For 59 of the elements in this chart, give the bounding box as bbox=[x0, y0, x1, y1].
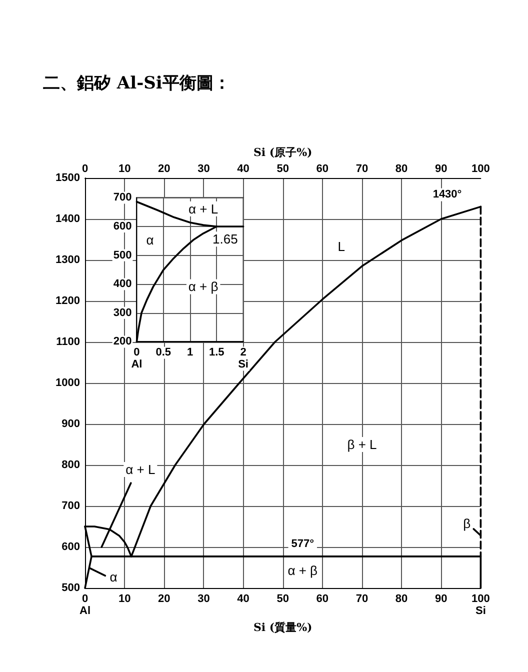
y-tick-label: 1200 bbox=[56, 295, 80, 307]
x-tick-label: 0 Al bbox=[80, 593, 90, 617]
x2-tick-label: 10 bbox=[118, 163, 131, 175]
y-tick-label: 1400 bbox=[56, 213, 80, 225]
x2-tick-label: 90 bbox=[435, 163, 448, 175]
annotation: α + L bbox=[188, 201, 218, 216]
y-tick-label: 1500 bbox=[56, 172, 80, 184]
y-tick-label: 600 bbox=[62, 541, 80, 553]
annotation: β bbox=[463, 516, 471, 532]
y-tick-label: 500 bbox=[62, 582, 80, 594]
x2-tick-label: 80 bbox=[395, 163, 408, 175]
y-tick-label: 400 bbox=[113, 278, 132, 290]
x-tick-label: 1 bbox=[186, 346, 194, 359]
x2-tick-label: 30 bbox=[198, 163, 210, 175]
x-tick-label: 100 Si bbox=[472, 593, 490, 617]
x-tick-label: 70 bbox=[356, 593, 368, 605]
annotation: L bbox=[338, 238, 346, 254]
x-tick-label: 60 bbox=[316, 593, 329, 605]
x2-tick-label: 40 bbox=[237, 163, 250, 175]
y-tick-label: 200 bbox=[113, 336, 132, 348]
y-tick-label: 1300 bbox=[56, 254, 80, 266]
data-label: 1430° bbox=[432, 188, 462, 201]
x-tick-label: 90 bbox=[435, 593, 448, 605]
x-tick-label: 2 Si bbox=[238, 346, 249, 371]
y-tick-label: 600 bbox=[113, 220, 132, 232]
x-tick-label: 10 bbox=[118, 593, 131, 605]
y-tick-label: 700 bbox=[113, 192, 132, 204]
y-tick-label: 300 bbox=[113, 306, 132, 319]
annotation: α + β bbox=[288, 562, 318, 578]
x2-axis-title: Si (原子%) bbox=[253, 146, 312, 159]
annotation: α bbox=[110, 569, 118, 584]
x-axis-title: Si (質量%) bbox=[253, 620, 312, 634]
x2-tick-label: 70 bbox=[356, 163, 368, 175]
y-tick-label: 700 bbox=[62, 500, 80, 512]
x-tick-label: 30 bbox=[198, 593, 210, 605]
y-tick-label: 800 bbox=[62, 459, 80, 471]
x-tick-label: 20 bbox=[158, 593, 170, 605]
x2-tick-label: 50 bbox=[276, 163, 289, 175]
x2-tick-label: 0 bbox=[82, 163, 88, 175]
annotation: 1.65 bbox=[212, 232, 238, 247]
annotation: β + L bbox=[347, 437, 377, 452]
x2-tick-label: 100 bbox=[472, 163, 490, 175]
y-tick-label: 1000 bbox=[56, 377, 80, 389]
chart-title: 二、鋁矽 Al-Si平衡圖： bbox=[43, 74, 230, 94]
x2-tick-label: 20 bbox=[158, 163, 170, 175]
data-label: 577° bbox=[291, 538, 314, 550]
y-tick-label: 900 bbox=[62, 418, 80, 430]
y-tick-label: 1100 bbox=[56, 336, 80, 348]
y-tick-label: 500 bbox=[113, 249, 132, 262]
annotation: α + L bbox=[126, 462, 156, 478]
x-tick-label: 0 Al bbox=[131, 346, 142, 371]
annotation: α + β bbox=[188, 279, 218, 294]
x-tick-label: 1.5 bbox=[209, 346, 224, 359]
x-tick-label: 40 bbox=[237, 593, 250, 605]
x-tick-label: 50 bbox=[276, 593, 289, 605]
x-tick-label: 0.5 bbox=[156, 346, 171, 359]
x-tick-label: 80 bbox=[395, 593, 408, 605]
x2-tick-label: 60 bbox=[316, 163, 329, 175]
annotation: α bbox=[146, 232, 154, 248]
